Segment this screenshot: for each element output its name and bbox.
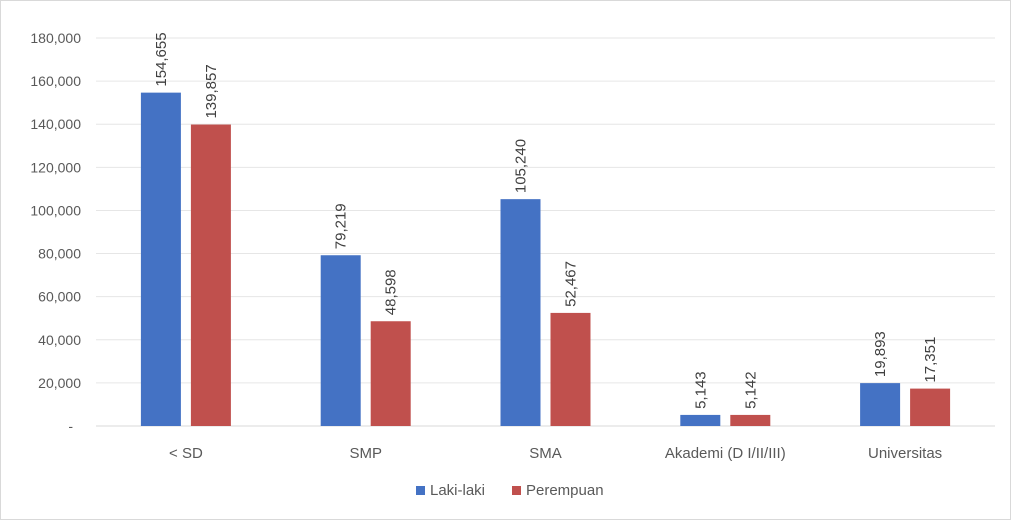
- y-tick-label: 100,000: [30, 202, 81, 218]
- legend-label: Laki-laki: [430, 482, 485, 499]
- y-tick-label: 120,000: [30, 159, 81, 175]
- data-label: 5,143: [692, 371, 709, 409]
- y-tick-label: 160,000: [30, 73, 81, 89]
- bar-perempuan: [730, 414, 771, 426]
- data-label: 139,857: [203, 64, 220, 118]
- bar-laki-laki: [680, 414, 721, 426]
- bar-laki-laki: [320, 255, 361, 426]
- data-label: 52,467: [563, 261, 580, 307]
- x-tick-label: < SD: [169, 445, 203, 462]
- data-label: 19,893: [872, 331, 889, 377]
- data-label: 154,655: [153, 32, 170, 86]
- x-tick-label: Universitas: [868, 445, 942, 462]
- bar-perempuan: [910, 388, 951, 426]
- y-tick-label: 180,000: [30, 30, 81, 46]
- data-label: 79,219: [333, 203, 350, 249]
- bar-perempuan: [190, 124, 231, 427]
- bar-laki-laki: [860, 383, 901, 426]
- data-label: 5,142: [742, 371, 759, 409]
- legend-label: Perempuan: [526, 482, 604, 499]
- y-tick-label: 140,000: [30, 116, 81, 132]
- legend-swatch: [512, 486, 521, 495]
- legend-swatch: [416, 486, 425, 495]
- bar-laki-laki: [140, 92, 181, 426]
- y-tick-label: 80,000: [38, 246, 81, 262]
- y-tick-label: 20,000: [38, 375, 81, 391]
- y-tick-label: 40,000: [38, 332, 81, 348]
- x-tick-label: Akademi (D I/II/III): [665, 445, 786, 462]
- bar-perempuan: [370, 321, 411, 426]
- x-tick-label: SMA: [529, 445, 562, 462]
- data-label: 105,240: [513, 139, 530, 193]
- x-tick-label: SMP: [349, 445, 382, 462]
- data-label: 17,351: [922, 337, 939, 383]
- y-tick-label: 60,000: [38, 289, 81, 305]
- bar-laki-laki: [500, 199, 541, 426]
- data-label: 48,598: [383, 269, 400, 315]
- bar-perempuan: [550, 312, 591, 426]
- y-tick-label: -: [68, 418, 73, 434]
